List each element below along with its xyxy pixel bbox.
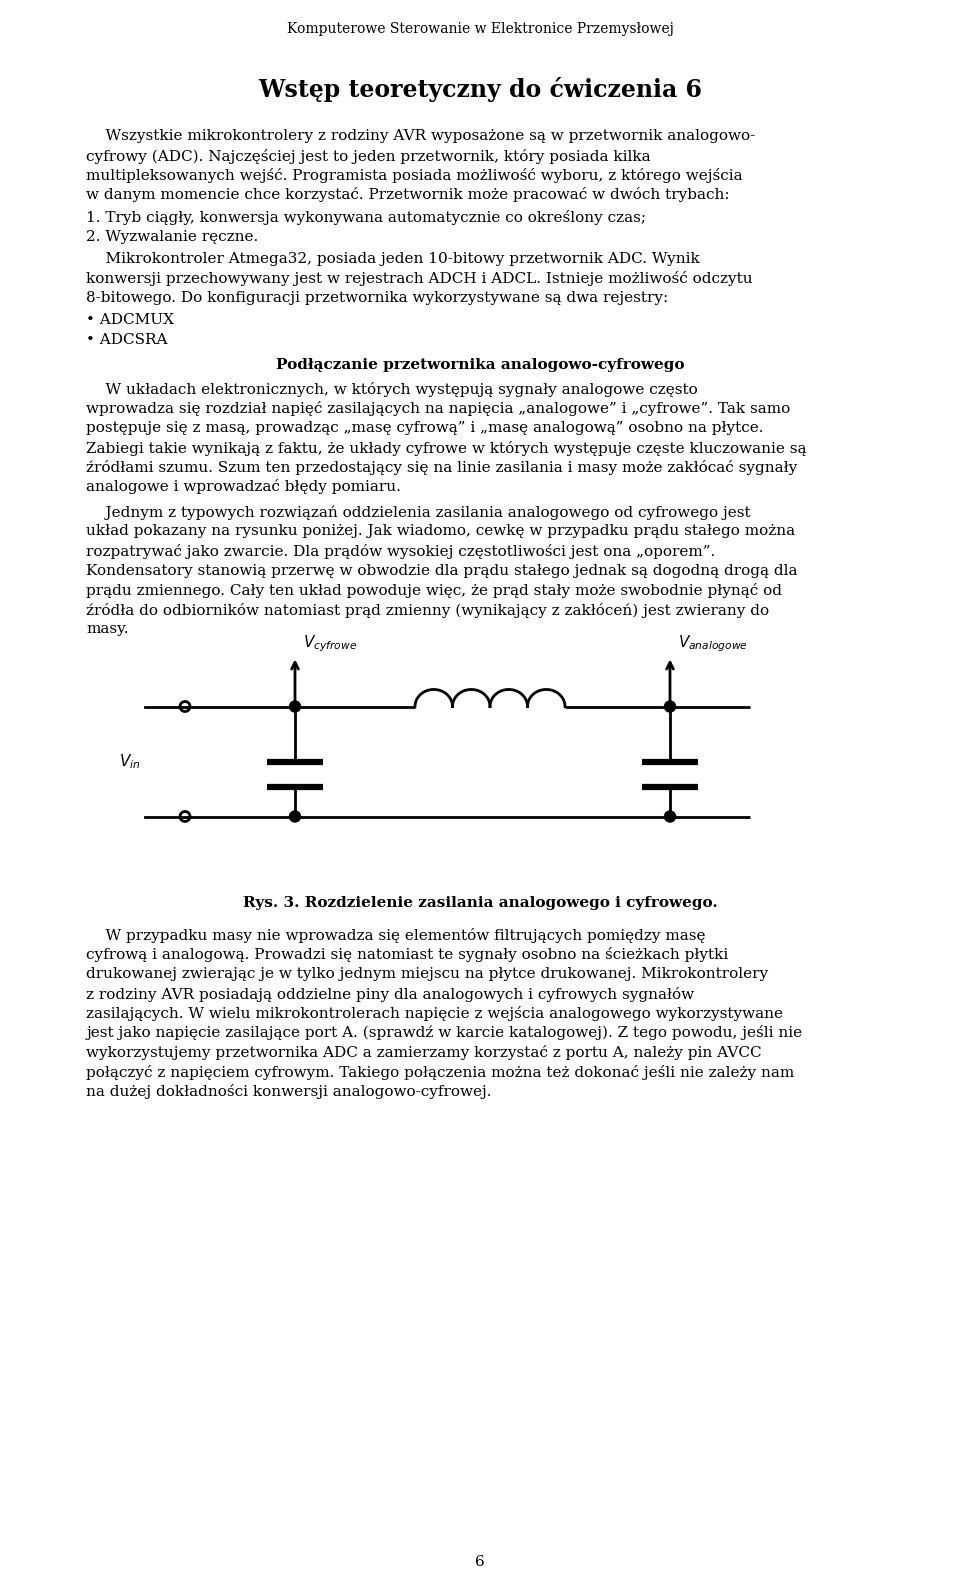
Text: multipleksowanych wejść. Programista posiada możliwość wyboru, z którego wejścia: multipleksowanych wejść. Programista pos…: [86, 168, 743, 182]
Text: źródła do odbiorników natomiast prąd zmienny (wynikający z zakłóceń) jest zwiera: źródła do odbiorników natomiast prąd zmi…: [86, 602, 770, 618]
Text: Komputerowe Sterowanie w Elektronice Przemysłowej: Komputerowe Sterowanie w Elektronice Prz…: [287, 22, 673, 36]
Text: $V_{in}$: $V_{in}$: [119, 753, 140, 770]
Text: wykorzystujemy przetwornika ADC a zamierzamy korzystać z portu A, należy pin AVC: wykorzystujemy przetwornika ADC a zamier…: [86, 1045, 762, 1060]
Text: drukowanej zwierając je w tylko jednym miejscu na płytce drukowanej. Mikrokontro: drukowanej zwierając je w tylko jednym m…: [86, 967, 769, 981]
Text: Jednym z typowych rozwiązań oddzielenia zasilania analogowego od cyfrowego jest: Jednym z typowych rozwiązań oddzielenia …: [86, 506, 751, 520]
Text: Zabiegi takie wynikają z faktu, że układy cyfrowe w których występuje częste klu: Zabiegi takie wynikają z faktu, że układ…: [86, 441, 807, 455]
Text: źródłami szumu. Szum ten przedostający się na linie zasilania i masy może zakłóc: źródłami szumu. Szum ten przedostający s…: [86, 460, 798, 476]
Text: masy.: masy.: [86, 621, 129, 636]
Text: postępuje się z masą, prowadząc „masę cyfrową” i „masę analogową” osobno na płyt: postępuje się z masą, prowadząc „masę cy…: [86, 422, 764, 434]
Circle shape: [664, 701, 676, 712]
Text: jest jako napięcie zasilające port A. (sprawdź w karcie katalogowej). Z tego pow: jest jako napięcie zasilające port A. (s…: [86, 1025, 803, 1040]
Text: zasilających. W wielu mikrokontrolerach napięcie z wejścia analogowego wykorzyst: zasilających. W wielu mikrokontrolerach …: [86, 1006, 783, 1021]
Text: Rys. 3. Rozdzielenie zasilania analogowego i cyfrowego.: Rys. 3. Rozdzielenie zasilania analogowe…: [243, 897, 717, 910]
Text: analogowe i wprowadzać błędy pomiaru.: analogowe i wprowadzać błędy pomiaru.: [86, 480, 401, 495]
Text: • ADCSRA: • ADCSRA: [86, 333, 168, 347]
Text: Wstęp teoretyczny do ćwiczenia 6: Wstęp teoretyczny do ćwiczenia 6: [258, 78, 702, 101]
Text: z rodziny AVR posiadają oddzielne piny dla analogowych i cyfrowych sygnałów: z rodziny AVR posiadają oddzielne piny d…: [86, 986, 694, 1002]
Text: rozpatrywać jako zwarcie. Dla prądów wysokiej częstotliwości jest ona „oporem”.: rozpatrywać jako zwarcie. Dla prądów wys…: [86, 544, 715, 560]
Text: Podłączanie przetwornika analogowo-cyfrowego: Podłączanie przetwornika analogowo-cyfro…: [276, 358, 684, 372]
Text: Mikrokontroler Atmega32, posiada jeden 10-bitowy przetwornik ADC. Wynik: Mikrokontroler Atmega32, posiada jeden 1…: [86, 252, 700, 266]
Circle shape: [664, 812, 676, 823]
Text: wprowadza się rozdział napięć zasilających na napięcia „analogowe” i „cyfrowe”. : wprowadza się rozdział napięć zasilający…: [86, 401, 791, 417]
Text: • ADCMUX: • ADCMUX: [86, 314, 175, 328]
Text: prądu zmiennego. Cały ten układ powoduje więc, że prąd stały może swobodnie płyn: prądu zmiennego. Cały ten układ powoduje…: [86, 583, 782, 598]
Text: 8-bitowego. Do konfiguracji przetwornika wykorzystywane są dwa rejestry:: 8-bitowego. Do konfiguracji przetwornika…: [86, 292, 669, 304]
Text: w danym momencie chce korzystać. Przetwornik może pracować w dwóch trybach:: w danym momencie chce korzystać. Przetwo…: [86, 187, 730, 203]
Text: 6: 6: [475, 1555, 485, 1569]
Text: W układach elektronicznych, w których występują sygnały analogowe często: W układach elektronicznych, w których wy…: [86, 382, 698, 396]
Circle shape: [290, 812, 300, 823]
Text: W przypadku masy nie wprowadza się elementów filtrujących pomiędzy masę: W przypadku masy nie wprowadza się eleme…: [86, 927, 706, 943]
Text: na dużej dokładności konwersji analogowo-cyfrowej.: na dużej dokładności konwersji analogowo…: [86, 1084, 492, 1098]
Text: cyfrowy (ADC). Najczęściej jest to jeden przetwornik, który posiada kilka: cyfrowy (ADC). Najczęściej jest to jeden…: [86, 149, 651, 163]
Text: połączyć z napięciem cyfrowym. Takiego połączenia można też dokonać jeśli nie za: połączyć z napięciem cyfrowym. Takiego p…: [86, 1065, 795, 1079]
Text: cyfrową i analogową. Prowadzi się natomiast te sygnały osobno na ścieżkach płytk: cyfrową i analogową. Prowadzi się natomi…: [86, 948, 729, 962]
Circle shape: [290, 701, 300, 712]
Text: Kondensatory stanowią przerwę w obwodzie dla prądu stałego jednak są dogodną dro: Kondensatory stanowią przerwę w obwodzie…: [86, 564, 798, 577]
Text: 1. Tryb ciągły, konwersja wykonywana automatycznie co określony czas;: 1. Tryb ciągły, konwersja wykonywana aut…: [86, 209, 646, 225]
Text: $V_{analogowe}$: $V_{analogowe}$: [678, 634, 748, 655]
Text: konwersji przechowywany jest w rejestrach ADCH i ADCL. Istnieje możliwość odczyt: konwersji przechowywany jest w rejestrac…: [86, 271, 753, 287]
Text: układ pokazany na rysunku poniżej. Jak wiadomo, cewkę w przypadku prądu stałego : układ pokazany na rysunku poniżej. Jak w…: [86, 525, 796, 539]
Text: 2. Wyzwalanie ręczne.: 2. Wyzwalanie ręczne.: [86, 230, 258, 244]
Text: Wszystkie mikrokontrolery z rodziny AVR wyposażone są w przetwornik analogowo-: Wszystkie mikrokontrolery z rodziny AVR …: [86, 128, 756, 143]
Text: $V_{cyfrowe}$: $V_{cyfrowe}$: [303, 634, 357, 655]
